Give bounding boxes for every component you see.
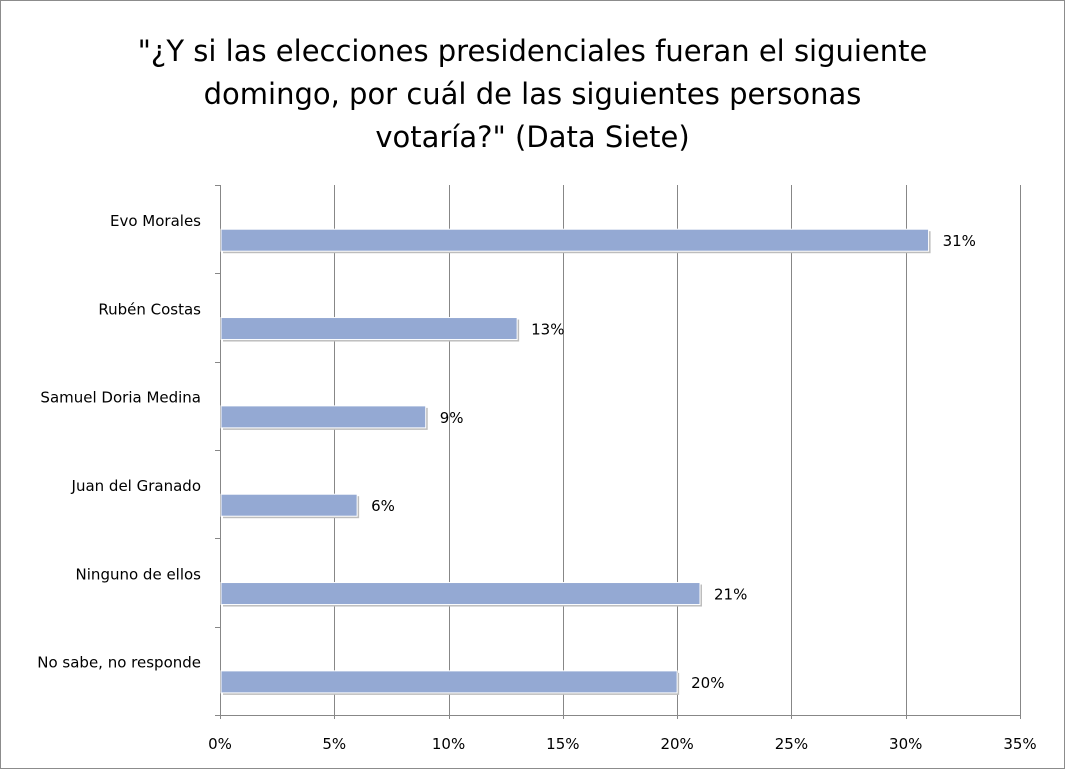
chart-title-line-1: "¿Y si las elecciones presidenciales fue… [137,34,928,68]
category-label: Samuel Doria Medina [40,389,201,407]
data-label: 21% [714,586,747,604]
bar-3 [220,493,358,517]
x-tick-label: 10% [432,735,465,753]
category-label: Ninguno de ellos [76,565,202,583]
x-tick-label: 20% [660,735,693,753]
chart-title-line-3: votaría?" (Data Siete) [375,120,690,154]
data-label: 6% [371,497,395,515]
category-label: Juan del Granado [71,477,201,495]
data-label: 9% [440,409,464,427]
x-tick-label: 30% [889,735,922,753]
chart-title: "¿Y si las elecciones presidenciales fue… [0,30,1065,159]
bar-4 [220,582,701,606]
category-label: Evo Morales [110,212,201,230]
data-label: 31% [943,232,976,250]
x-tick-label: 0% [208,735,232,753]
x-tick-label: 35% [1003,735,1036,753]
bar-2 [220,405,427,429]
bar-5 [220,670,678,694]
x-tick-label: 5% [322,735,346,753]
chart-title-line-2: domingo, por cuál de las siguientes pers… [203,77,862,111]
x-tick-label: 15% [546,735,579,753]
data-label: 13% [531,321,564,339]
category-label: No sabe, no responde [37,654,201,672]
bar-1 [220,317,518,341]
bar-0 [220,228,930,252]
data-label: 20% [691,674,724,692]
category-label: Rubén Costas [98,300,201,318]
x-tick-label: 25% [775,735,808,753]
